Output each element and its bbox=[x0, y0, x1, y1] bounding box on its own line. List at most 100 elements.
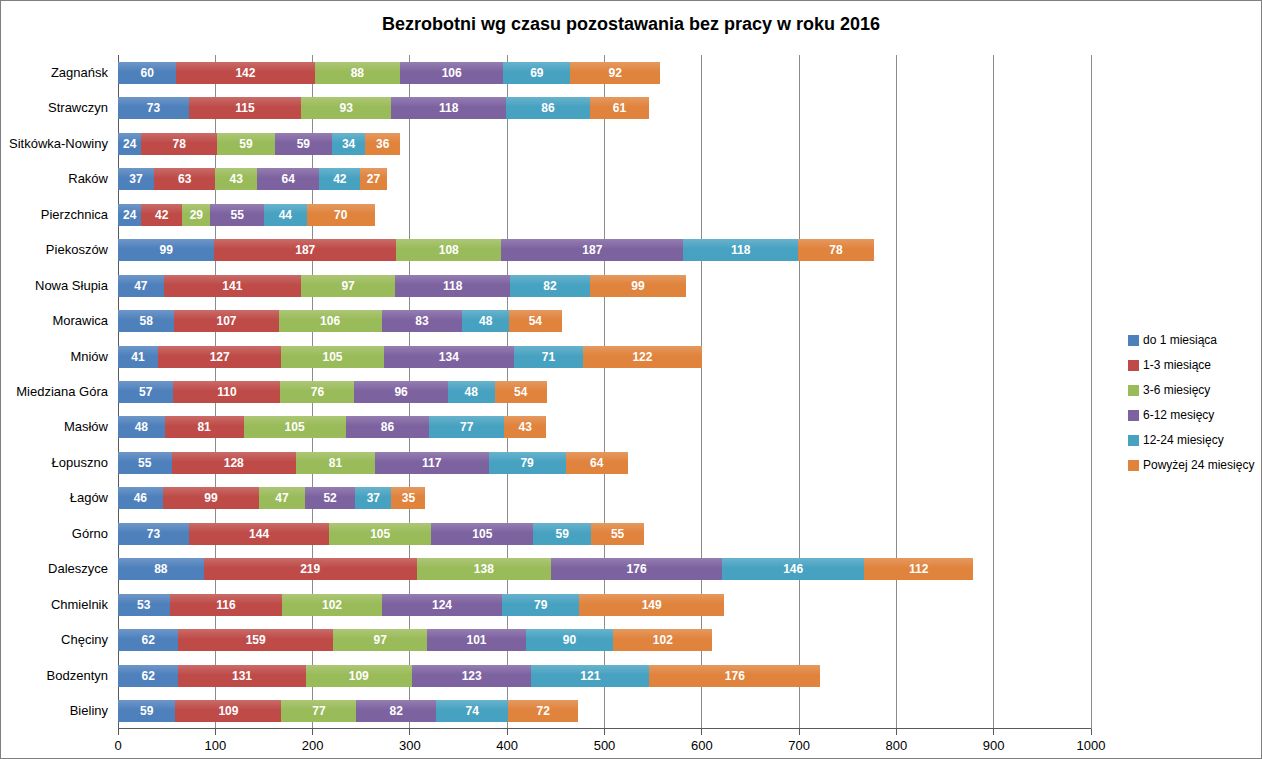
bar-segment: 55 bbox=[591, 523, 645, 545]
bar-row: 4881105867743 bbox=[118, 416, 546, 438]
bar-segment: 48 bbox=[118, 416, 165, 438]
bar-segment: 81 bbox=[165, 416, 244, 438]
bar-segment: 86 bbox=[346, 416, 430, 438]
legend-swatch bbox=[1128, 435, 1139, 446]
bar-value-label: 99 bbox=[204, 491, 217, 505]
bar-segment: 34 bbox=[332, 133, 365, 155]
bar-segment: 76 bbox=[280, 381, 354, 403]
bar-value-label: 131 bbox=[232, 669, 252, 683]
bar-value-label: 88 bbox=[351, 66, 364, 80]
x-axis-tick bbox=[896, 729, 897, 735]
bar-value-label: 79 bbox=[520, 456, 533, 470]
bar-value-label: 77 bbox=[460, 420, 473, 434]
bar-segment: 42 bbox=[319, 168, 360, 190]
y-axis-category-label: Daleszyce bbox=[1, 561, 108, 577]
bar-value-label: 123 bbox=[462, 669, 482, 683]
bar-row: 469947523735 bbox=[118, 487, 425, 509]
bar-segment: 59 bbox=[217, 133, 274, 155]
bar-value-label: 64 bbox=[282, 172, 295, 186]
bar-segment: 35 bbox=[391, 487, 425, 509]
bar-segment: 78 bbox=[798, 239, 874, 261]
bar-segment: 144 bbox=[189, 523, 329, 545]
gridline bbox=[993, 55, 994, 729]
legend-label: 12-24 miesięcy bbox=[1143, 431, 1224, 449]
bar-value-label: 42 bbox=[333, 172, 346, 186]
bar-value-label: 53 bbox=[137, 598, 150, 612]
bar-value-label: 60 bbox=[141, 66, 154, 80]
legend-label: Powyżej 24 miesięcy bbox=[1143, 456, 1254, 474]
bar-segment: 97 bbox=[333, 629, 427, 651]
bar-segment: 109 bbox=[306, 665, 412, 687]
bar-segment: 59 bbox=[533, 523, 590, 545]
bar-value-label: 77 bbox=[312, 704, 325, 718]
bar-segment: 42 bbox=[141, 204, 182, 226]
bar-segment: 57 bbox=[118, 381, 173, 403]
gridline bbox=[701, 55, 702, 729]
legend-swatch bbox=[1128, 460, 1139, 471]
bar-value-label: 78 bbox=[173, 137, 186, 151]
bar-segment: 73 bbox=[118, 523, 189, 545]
bar-segment: 108 bbox=[396, 239, 501, 261]
bar-segment: 64 bbox=[566, 452, 628, 474]
x-axis-tick-label: 200 bbox=[302, 738, 324, 753]
y-axis-category-label: Górno bbox=[1, 526, 108, 542]
bar-row: 47141971188299 bbox=[118, 275, 686, 297]
bar-value-label: 48 bbox=[479, 314, 492, 328]
bar-segment: 141 bbox=[164, 275, 301, 297]
bar-value-label: 55 bbox=[138, 456, 151, 470]
gridline bbox=[1091, 55, 1092, 729]
bar-segment: 115 bbox=[189, 97, 301, 119]
bar-segment: 69 bbox=[503, 62, 570, 84]
bar-segment: 64 bbox=[257, 168, 319, 190]
bar-value-label: 59 bbox=[239, 137, 252, 151]
bar-value-label: 112 bbox=[909, 562, 928, 576]
bar-value-label: 63 bbox=[178, 172, 191, 186]
bar-segment: 48 bbox=[462, 310, 509, 332]
bar-value-label: 88 bbox=[154, 562, 167, 576]
legend-item: 3-6 miesięcy bbox=[1128, 381, 1254, 399]
x-axis-tick bbox=[215, 729, 216, 735]
bar-segment: 55 bbox=[118, 452, 172, 474]
bar-value-label: 105 bbox=[472, 527, 492, 541]
bar-segment: 78 bbox=[141, 133, 217, 155]
chart-title: Bezrobotni wg czasu pozostawania bez pra… bbox=[1, 14, 1261, 35]
bar-segment: 131 bbox=[178, 665, 305, 687]
bar-value-label: 102 bbox=[322, 598, 342, 612]
bar-segment: 54 bbox=[495, 381, 548, 403]
bar-value-label: 102 bbox=[653, 633, 673, 647]
bar-value-label: 82 bbox=[390, 704, 403, 718]
bar-value-label: 108 bbox=[439, 243, 459, 257]
bar-value-label: 159 bbox=[246, 633, 266, 647]
bar-segment: 99 bbox=[163, 487, 259, 509]
bar-value-label: 105 bbox=[370, 527, 390, 541]
bar-value-label: 86 bbox=[381, 420, 394, 434]
bar-segment: 118 bbox=[391, 97, 506, 119]
bar-segment: 93 bbox=[301, 97, 391, 119]
bar-value-label: 124 bbox=[432, 598, 452, 612]
bar-value-label: 59 bbox=[297, 137, 310, 151]
bar-segment: 54 bbox=[509, 310, 562, 332]
bar-value-label: 73 bbox=[147, 527, 160, 541]
bar-segment: 176 bbox=[649, 665, 820, 687]
bar-value-label: 71 bbox=[542, 350, 555, 364]
bar-value-label: 43 bbox=[518, 420, 531, 434]
bar-value-label: 141 bbox=[222, 279, 242, 293]
bar-value-label: 96 bbox=[394, 385, 407, 399]
legend-item: 6-12 mesięcy bbox=[1128, 406, 1254, 424]
bar-segment: 59 bbox=[118, 700, 175, 722]
y-axis-category-label: Pierzchnica bbox=[1, 207, 108, 223]
bar-segment: 109 bbox=[175, 700, 281, 722]
bar-segment: 27 bbox=[360, 168, 386, 190]
x-axis-tick bbox=[1091, 729, 1092, 735]
y-axis-category-label: Mniów bbox=[1, 349, 108, 365]
x-axis-tick-label: 900 bbox=[983, 738, 1005, 753]
bar-value-label: 101 bbox=[467, 633, 487, 647]
bar-segment: 118 bbox=[683, 239, 798, 261]
bar-value-label: 116 bbox=[216, 598, 235, 612]
x-axis-tick-label: 600 bbox=[691, 738, 713, 753]
bar-segment: 62 bbox=[118, 665, 178, 687]
bar-value-label: 54 bbox=[529, 314, 542, 328]
x-axis-tick-label: 1000 bbox=[1077, 738, 1106, 753]
bar-value-label: 62 bbox=[141, 669, 154, 683]
bar-value-label: 86 bbox=[541, 101, 554, 115]
